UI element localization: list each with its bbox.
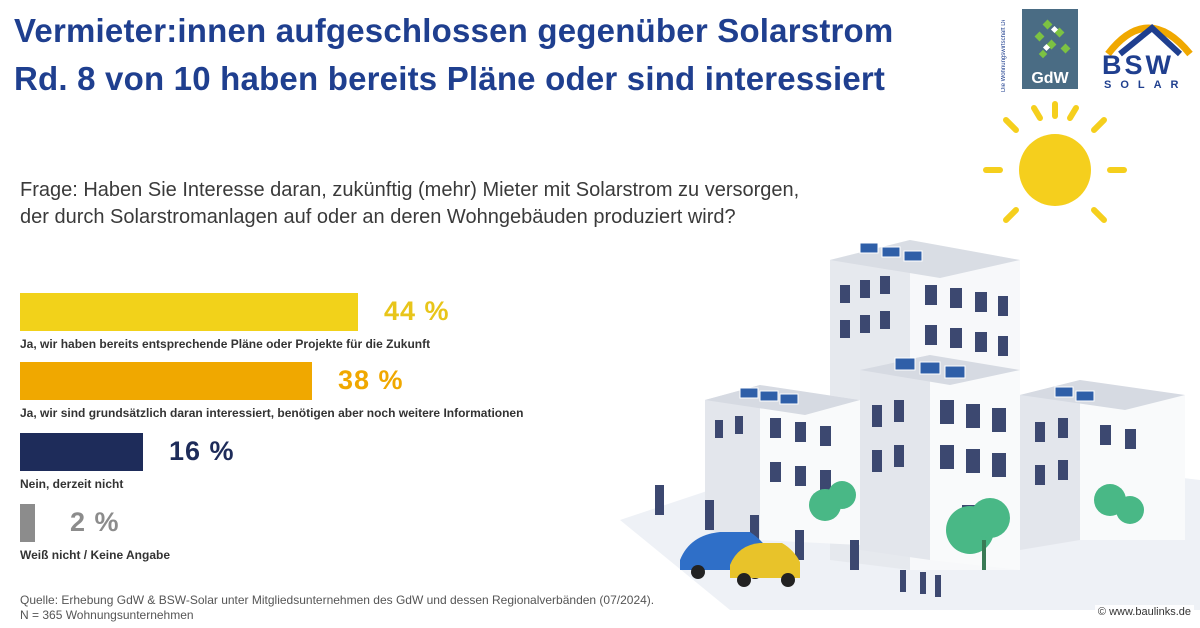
sun-icon bbox=[983, 101, 1127, 223]
people bbox=[900, 570, 941, 597]
bar-4-value-label: 2 % bbox=[70, 507, 120, 537]
bsw-logo-text: BSW bbox=[1102, 50, 1174, 80]
watermark-credit: © www.baulinks.de bbox=[1094, 605, 1194, 619]
bar-3-value-label: 16 % bbox=[169, 436, 235, 466]
bsw-solar-logo bbox=[1105, 24, 1193, 57]
gdw-logo-caption: Die Wohnungswirtschaft Deutschland bbox=[1001, 20, 1007, 92]
bsw-logo-subtext: SOLAR bbox=[1104, 79, 1188, 91]
bar-2-category-label: Ja, wir sind grundsätzlich daran interes… bbox=[20, 406, 524, 420]
survey-question: Frage: Haben Sie Interesse daran, zukünf… bbox=[20, 179, 800, 228]
title-line-1: Vermieter:innen aufgeschlossen gegenüber… bbox=[14, 12, 894, 49]
trees bbox=[809, 481, 1144, 570]
solar-city-illustration bbox=[620, 101, 1200, 610]
bar-2 bbox=[20, 362, 312, 400]
gdw-logo-text: GdW bbox=[1031, 70, 1069, 87]
source-line-2: N = 365 Wohnungsunternehmen bbox=[20, 608, 194, 622]
title-line-2: Rd. 8 von 10 haben bereits Pläne oder si… bbox=[14, 60, 886, 97]
source-note: Quelle: Erhebung GdW & BSW-Solar unter M… bbox=[20, 593, 654, 623]
cars bbox=[680, 532, 800, 587]
bar-1-value-label: 44 % bbox=[384, 296, 450, 326]
bar-3 bbox=[20, 433, 143, 471]
bar-2-value-label: 38 % bbox=[338, 365, 404, 395]
ev-chargers bbox=[655, 485, 859, 570]
bar-1 bbox=[20, 293, 358, 331]
middle-building bbox=[860, 355, 1020, 570]
left-building bbox=[705, 385, 860, 545]
source-line-1: Quelle: Erhebung GdW & BSW-Solar unter M… bbox=[20, 593, 655, 607]
bar-3-category-label: Nein, derzeit nicht bbox=[20, 477, 124, 491]
bar-4 bbox=[20, 504, 35, 542]
gdw-logo: GdW bbox=[1022, 9, 1078, 89]
right-building bbox=[1020, 380, 1185, 550]
bar-4-category-label: Weiß nicht / Keine Angabe bbox=[20, 548, 171, 562]
bar-1-category-label: Ja, wir haben bereits entsprechende Plän… bbox=[20, 337, 431, 351]
